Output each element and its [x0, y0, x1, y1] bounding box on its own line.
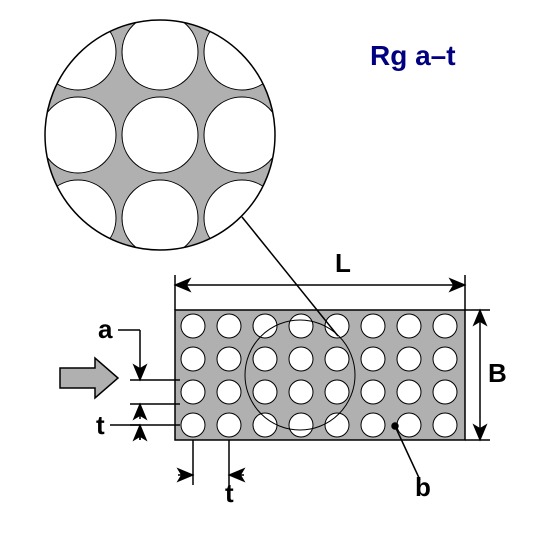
plate-hole — [397, 347, 421, 371]
plate-hole — [289, 380, 313, 404]
plate-hole — [325, 413, 349, 437]
plate — [175, 310, 465, 440]
label-b: b — [415, 472, 431, 503]
detail-hole — [40, 97, 116, 173]
label-t-bottom: t — [225, 478, 234, 509]
dim-B — [465, 310, 490, 440]
plate-hole — [253, 347, 277, 371]
label-a: a — [98, 314, 112, 345]
label-t-left: t — [96, 410, 105, 441]
plate-hole — [433, 380, 457, 404]
detail-hole — [40, 14, 116, 90]
label-B: B — [488, 358, 507, 389]
plate-hole — [217, 380, 241, 404]
plate-hole — [253, 380, 277, 404]
plate-hole — [289, 314, 313, 338]
plate-hole — [253, 413, 277, 437]
plate-hole — [361, 347, 385, 371]
dim-t-horizontal — [178, 440, 244, 485]
plate-hole — [361, 314, 385, 338]
plate-hole — [397, 413, 421, 437]
plate-hole — [181, 413, 205, 437]
plate-hole — [433, 314, 457, 338]
plate-hole — [289, 347, 313, 371]
plate-hole — [397, 380, 421, 404]
plate-hole — [325, 380, 349, 404]
plate-hole — [397, 314, 421, 338]
plate-hole — [217, 314, 241, 338]
plate-hole — [433, 347, 457, 371]
dim-t-vertical — [110, 425, 180, 440]
plate-hole — [181, 347, 205, 371]
plate-hole — [253, 314, 277, 338]
detail-hole — [204, 14, 280, 90]
detail-hole — [204, 97, 280, 173]
plate-hole — [217, 347, 241, 371]
plate-hole — [289, 413, 313, 437]
detail-hole — [122, 14, 198, 90]
dim-L — [175, 275, 465, 310]
detail-hole — [122, 180, 198, 256]
dim-a — [118, 330, 180, 419]
label-L: L — [335, 248, 351, 279]
detail-hole — [122, 97, 198, 173]
plate-hole — [217, 413, 241, 437]
plate-hole — [433, 413, 457, 437]
feed-arrow — [60, 358, 118, 398]
plate-hole — [325, 347, 349, 371]
diagram-svg — [0, 0, 550, 550]
detail-hole — [40, 180, 116, 256]
plate-hole — [181, 314, 205, 338]
plate-hole — [361, 380, 385, 404]
plate-hole — [181, 380, 205, 404]
title-text: Rg a–t — [370, 40, 456, 72]
plate-hole — [361, 413, 385, 437]
